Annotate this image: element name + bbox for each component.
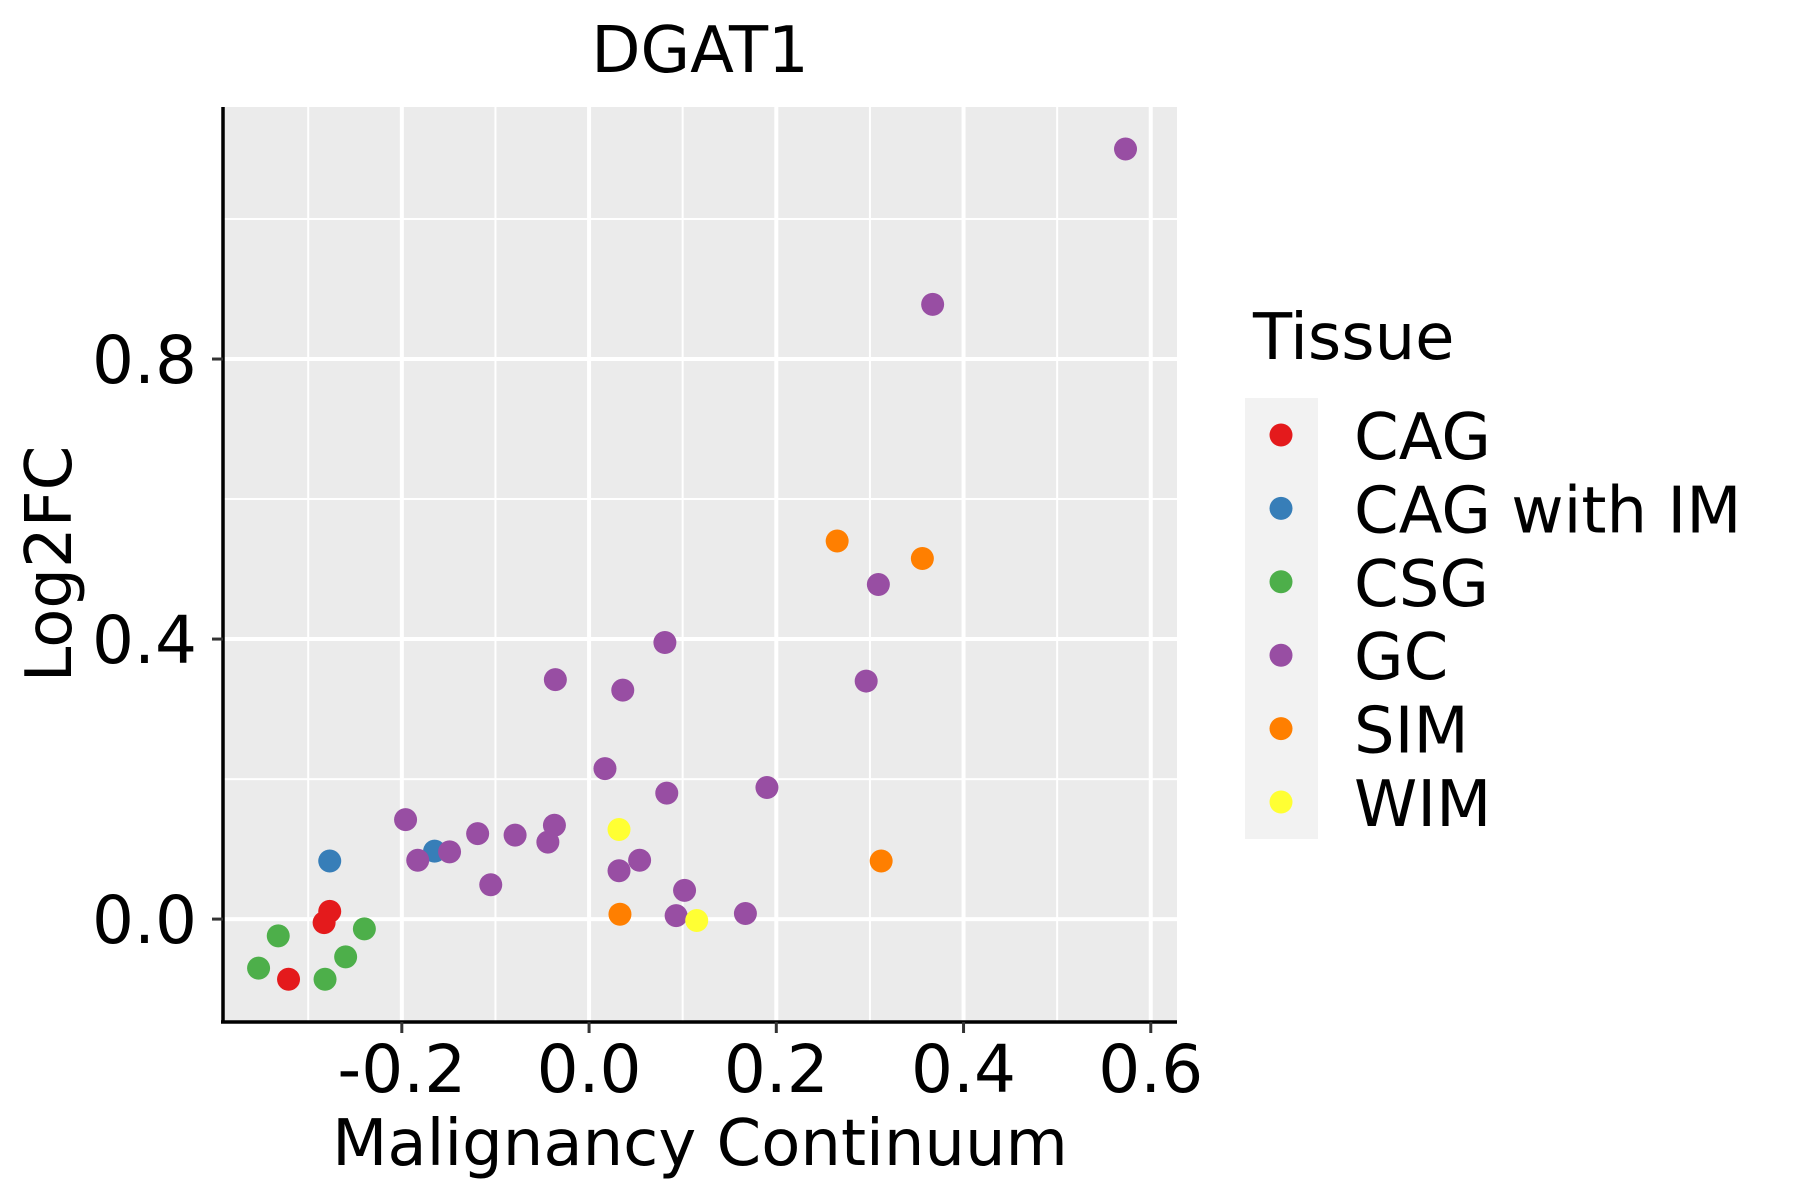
legend-item-wim: WIM [1269, 768, 1491, 842]
legend-label: CAG with IM [1354, 474, 1742, 548]
legend-key-cag-with-im [1269, 496, 1293, 520]
point-gc [406, 848, 430, 872]
point-gc [479, 873, 503, 897]
point-sim [910, 547, 934, 571]
legend-key-csg [1269, 570, 1293, 594]
legend-item-gc: GC [1269, 621, 1448, 695]
point-gc [611, 678, 635, 702]
y-tick-label: 0.8 [92, 322, 197, 399]
point-csg [247, 956, 271, 980]
legend-item-cag-with-im: CAG with IM [1269, 474, 1742, 548]
point-gc [593, 757, 617, 781]
point-gc [653, 631, 677, 655]
point-gc [733, 901, 757, 925]
x-axis-ticks: -0.2 0.0 0.2 0.4 0.6 [337, 1022, 1203, 1108]
plot-panel [223, 107, 1177, 1022]
point-csg [266, 924, 290, 948]
point-gc [1114, 137, 1138, 161]
point-gc [866, 572, 890, 596]
point-gc [628, 848, 652, 872]
legend-title: Tissue [1252, 301, 1455, 375]
point-cag [312, 911, 336, 935]
y-axis-ticks: 0.0 0.4 0.8 [92, 322, 223, 959]
point-gc [536, 830, 560, 854]
point-gc [673, 878, 697, 902]
point-csg [313, 967, 337, 991]
legend-item-cag: CAG [1269, 401, 1491, 475]
legend-label: CAG [1354, 401, 1491, 475]
point-gc [543, 668, 567, 692]
point-csg [352, 917, 376, 941]
x-tick-label: -0.2 [337, 1031, 466, 1108]
x-tick-label: 0.6 [1098, 1031, 1203, 1108]
x-tick-label: 0.2 [724, 1031, 829, 1108]
point-cag [277, 967, 301, 991]
legend-label: WIM [1354, 768, 1491, 842]
y-axis-title: Log2FC [13, 446, 87, 683]
point-sim [825, 529, 849, 553]
point-gc [921, 292, 945, 316]
point-gc [466, 822, 490, 846]
point-sim [608, 902, 632, 926]
point-gc [664, 904, 688, 928]
point-wim [607, 817, 631, 841]
legend-key-gc [1269, 643, 1293, 667]
point-gc [755, 775, 779, 799]
point-wim [685, 908, 709, 932]
x-tick-label: 0.0 [537, 1031, 642, 1108]
legend-label: SIM [1354, 695, 1469, 769]
data-points [247, 137, 1138, 991]
y-tick-label: 0.4 [92, 602, 197, 679]
point-gc [607, 859, 631, 883]
legend-label: GC [1354, 621, 1448, 695]
grid-minor [223, 107, 1177, 1022]
legend-item-sim: SIM [1269, 695, 1469, 769]
point-csg [334, 945, 358, 969]
point-gc [394, 808, 418, 832]
point-gc [854, 669, 878, 693]
legend-item-csg: CSG [1269, 548, 1489, 622]
point-gc [503, 823, 527, 847]
legend-key-cag [1269, 423, 1293, 447]
x-axis-title: Malignancy Continuum [332, 1107, 1068, 1181]
legend-key-sim [1269, 717, 1293, 741]
legend-key-wim [1269, 790, 1293, 814]
x-tick-label: 0.4 [911, 1031, 1016, 1108]
y-tick-label: 0.0 [92, 882, 197, 959]
point-gc [438, 840, 462, 864]
legend-key-background [1245, 398, 1318, 839]
chart-title: DGAT1 [591, 14, 809, 88]
point-sim [869, 849, 893, 873]
legend-label: CSG [1354, 548, 1489, 622]
point-gc [655, 781, 679, 805]
point-cag-with-im [318, 849, 342, 873]
